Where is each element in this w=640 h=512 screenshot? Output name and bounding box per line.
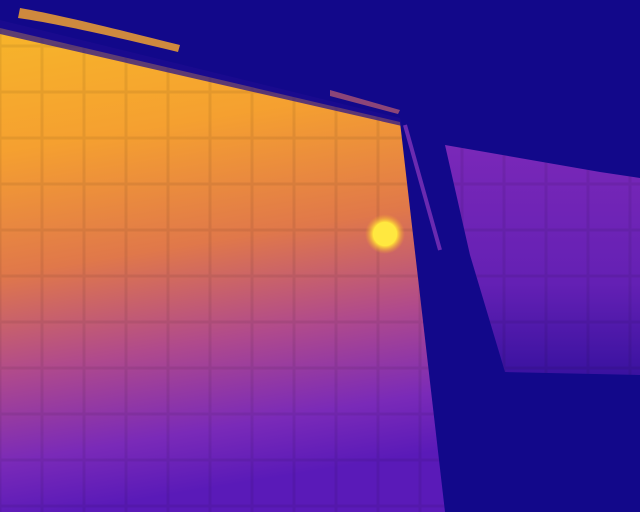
- warm-edge: [330, 90, 400, 114]
- frame-edge: [403, 124, 442, 251]
- panel-cells-right: [445, 145, 640, 375]
- hot-edge: [18, 8, 180, 52]
- panel-cells: [0, 28, 445, 512]
- panel-frame: [0, 20, 402, 126]
- hot-spot-core: [373, 222, 397, 246]
